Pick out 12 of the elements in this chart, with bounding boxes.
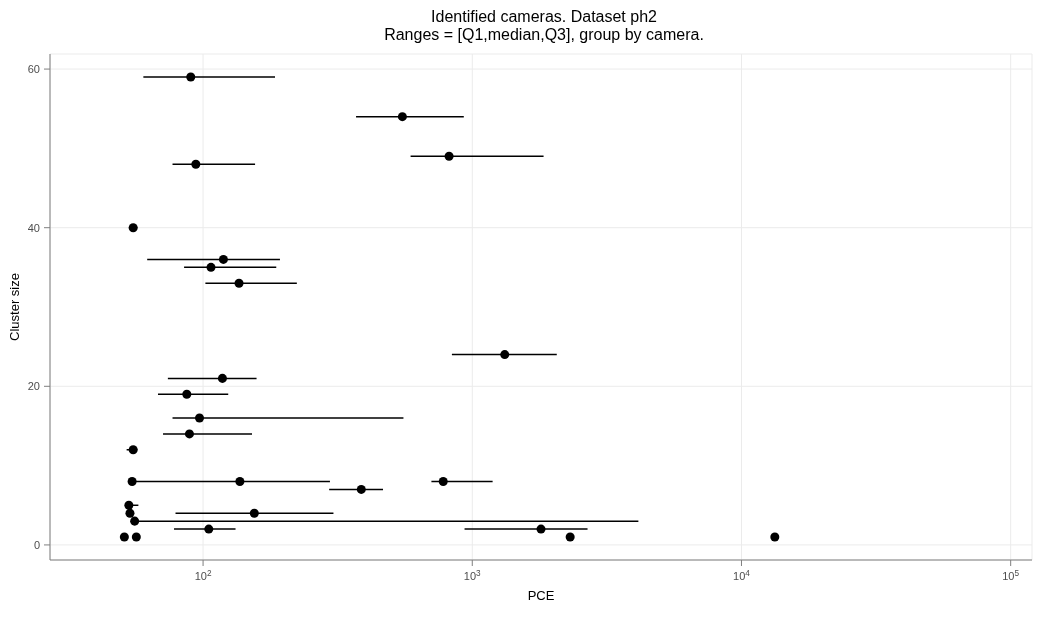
y-tick-label: 40 [27,221,40,234]
chart-subtitle: Ranges = [Q1,median,Q3], group by camera. [383,26,705,44]
x-tick-label: 10$^{3}$ [463,568,482,582]
x-tick-label: 10$^{2}$ [194,568,212,582]
chart-title: Identified cameras. Dataset ph2 [431,8,657,25]
x-axis-title: PCE [527,588,555,603]
y-tick-label: 60 [27,63,40,76]
x-tick-label: 10$^{4}$ [733,568,751,582]
y-tick-label: 0 [33,538,40,551]
y-tick-label: 20 [27,380,40,393]
y-axis-title: Cluster size [6,273,22,341]
x-tick-label: 10$^{5}$ [1002,568,1020,582]
